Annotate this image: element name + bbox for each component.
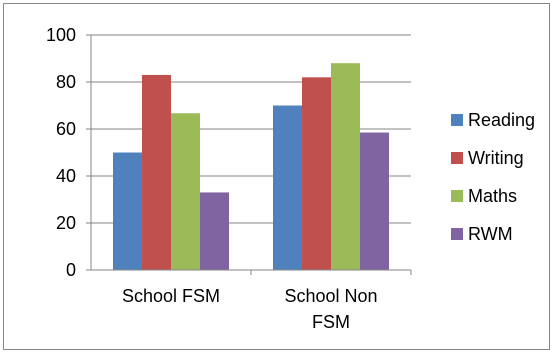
legend-label-maths: Maths <box>468 186 517 206</box>
axes <box>86 34 412 275</box>
chart-frame: 0 20 40 60 80 100 School FSM School Non FSM Rea… <box>3 3 550 350</box>
bar-reading-2 <box>273 105 302 270</box>
bar-rwm-2 <box>360 132 389 270</box>
legend-swatch-reading <box>451 114 463 126</box>
x-axis-tick-labels: School FSM School Non FSM <box>122 286 378 332</box>
legend-swatch-rwm <box>451 228 463 240</box>
y-tick-label: 80 <box>56 72 76 92</box>
bars <box>113 63 389 271</box>
x-tick-label: School Non <box>284 286 377 306</box>
legend-label-rwm: RWM <box>468 224 513 244</box>
y-axis-tick-labels: 0 20 40 60 80 100 <box>46 25 76 280</box>
bar-chart: 0 20 40 60 80 100 School FSM School Non FSM Rea… <box>46 25 535 332</box>
legend-label-writing: Writing <box>468 148 524 168</box>
y-tick-label: 0 <box>66 260 76 280</box>
y-tick-label: 20 <box>56 213 76 233</box>
bar-maths-1 <box>171 113 200 270</box>
legend-swatch-writing <box>451 152 463 164</box>
legend-swatch-maths <box>451 190 463 202</box>
bar-writing-1 <box>142 74 171 270</box>
legend-label-reading: Reading <box>468 110 535 130</box>
bar-maths-2 <box>331 63 360 271</box>
y-tick-label: 40 <box>56 166 76 186</box>
bar-reading-1 <box>113 152 142 270</box>
bar-rwm-1 <box>200 192 229 270</box>
y-tick-label: 100 <box>46 25 76 45</box>
y-tick-label: 60 <box>56 119 76 139</box>
x-tick-label: School FSM <box>122 286 220 306</box>
bar-writing-2 <box>302 77 331 270</box>
x-tick-label: FSM <box>312 312 350 332</box>
legend: Reading Writing Maths RWM <box>451 110 535 244</box>
